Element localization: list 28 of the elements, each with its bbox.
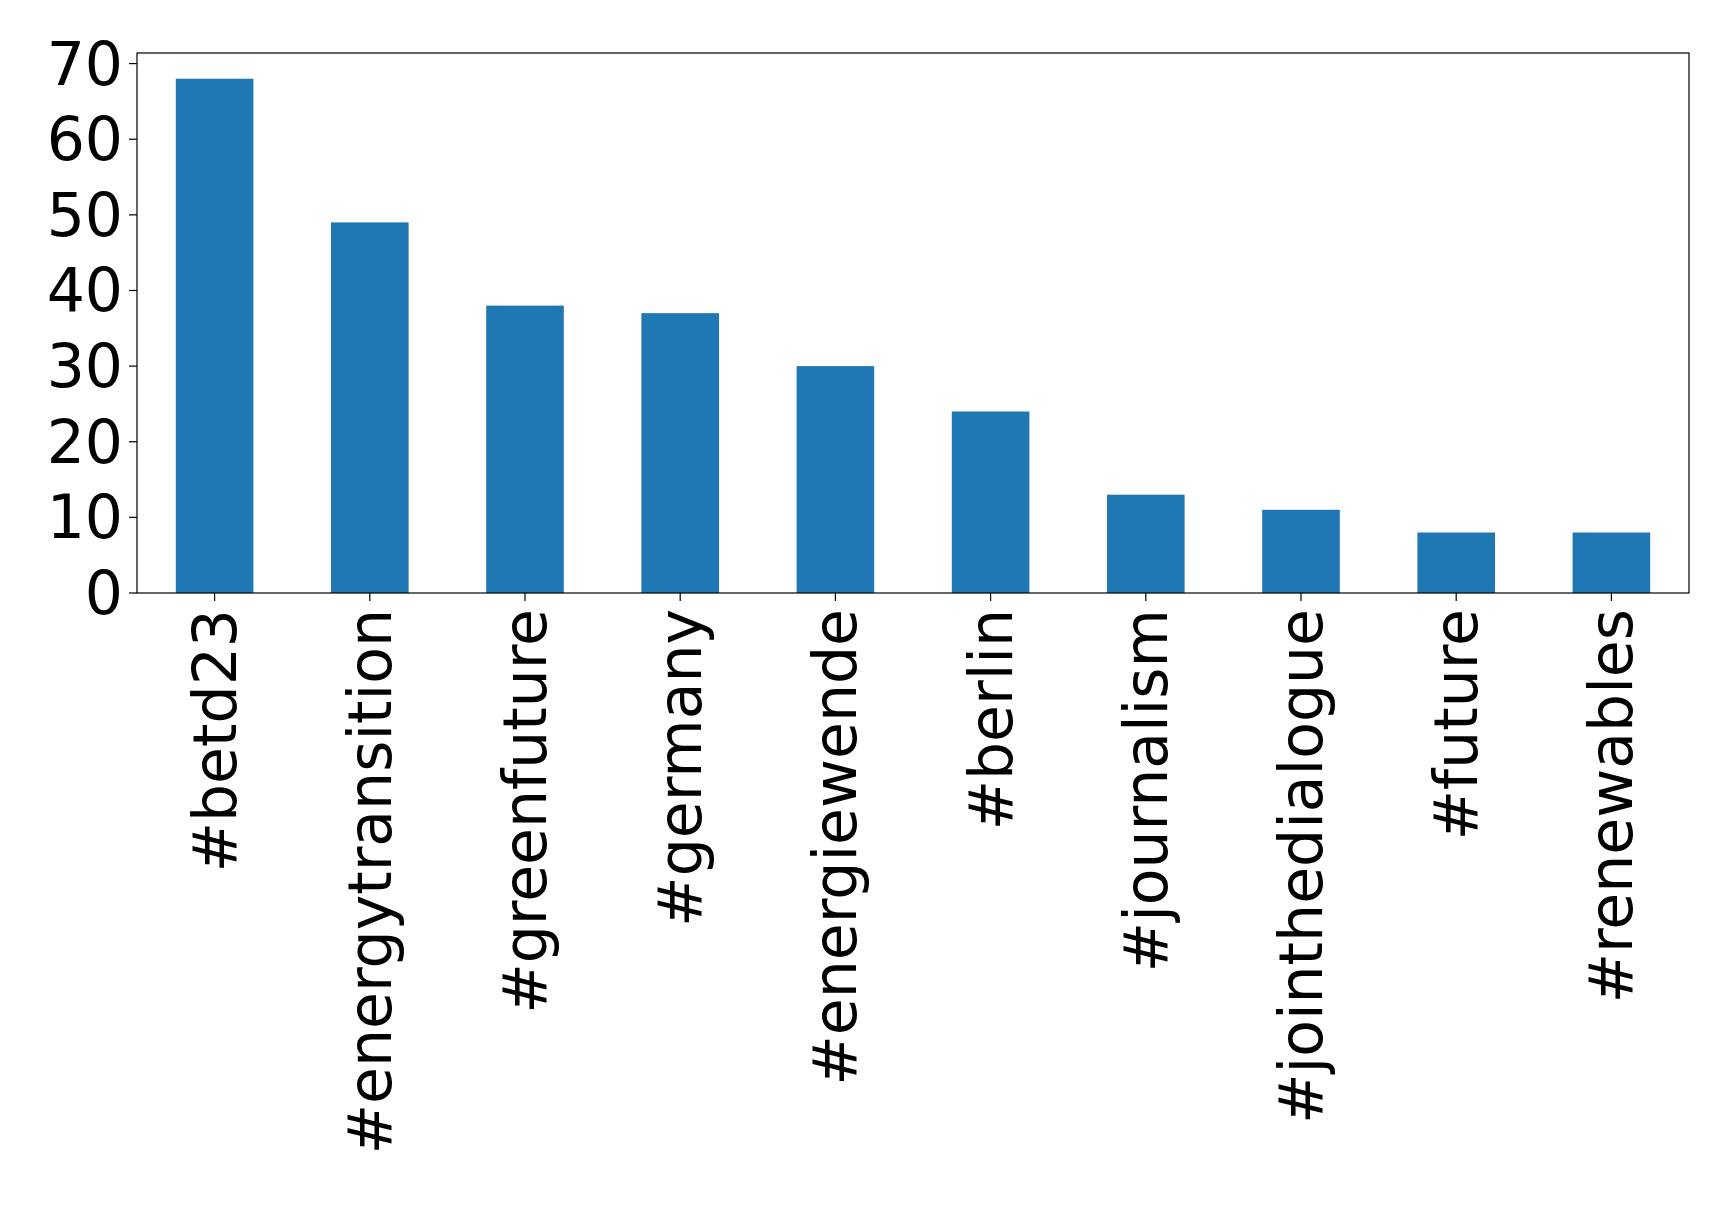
bar <box>1417 532 1495 593</box>
bar <box>331 222 409 593</box>
x-tick-label: #energytransition <box>334 609 405 1155</box>
y-tick-label: 30 <box>46 331 123 402</box>
bar <box>951 411 1030 593</box>
y-tick-label: 70 <box>46 28 123 99</box>
x-tick-label: #greenfuture <box>490 609 560 1014</box>
x-tick-label: #jointhedialogue <box>1266 609 1336 1124</box>
x-tick-label: #betd23 <box>179 609 250 873</box>
y-tick-label: 40 <box>46 255 123 326</box>
y-tick-label: 60 <box>46 104 123 175</box>
y-tick-label: 20 <box>46 406 123 477</box>
x-tick-label: #journalism <box>1110 609 1181 973</box>
bar <box>1262 509 1340 593</box>
bar <box>486 305 564 593</box>
y-tick-label: 50 <box>46 179 123 250</box>
x-tick-label: #energiewende <box>800 609 871 1086</box>
bar <box>796 366 875 593</box>
x-tick-label: #berlin <box>955 609 1026 831</box>
x-tick-label: #renewables <box>1576 609 1647 1004</box>
bar <box>175 78 254 593</box>
y-tick-label: 0 <box>84 558 123 628</box>
bar <box>1572 532 1651 593</box>
x-tick-label: #germany <box>645 609 716 927</box>
x-tick-label: #future <box>1421 609 1492 841</box>
y-tick-label: 10 <box>46 482 123 553</box>
bar <box>641 313 719 593</box>
bar <box>1107 494 1185 593</box>
